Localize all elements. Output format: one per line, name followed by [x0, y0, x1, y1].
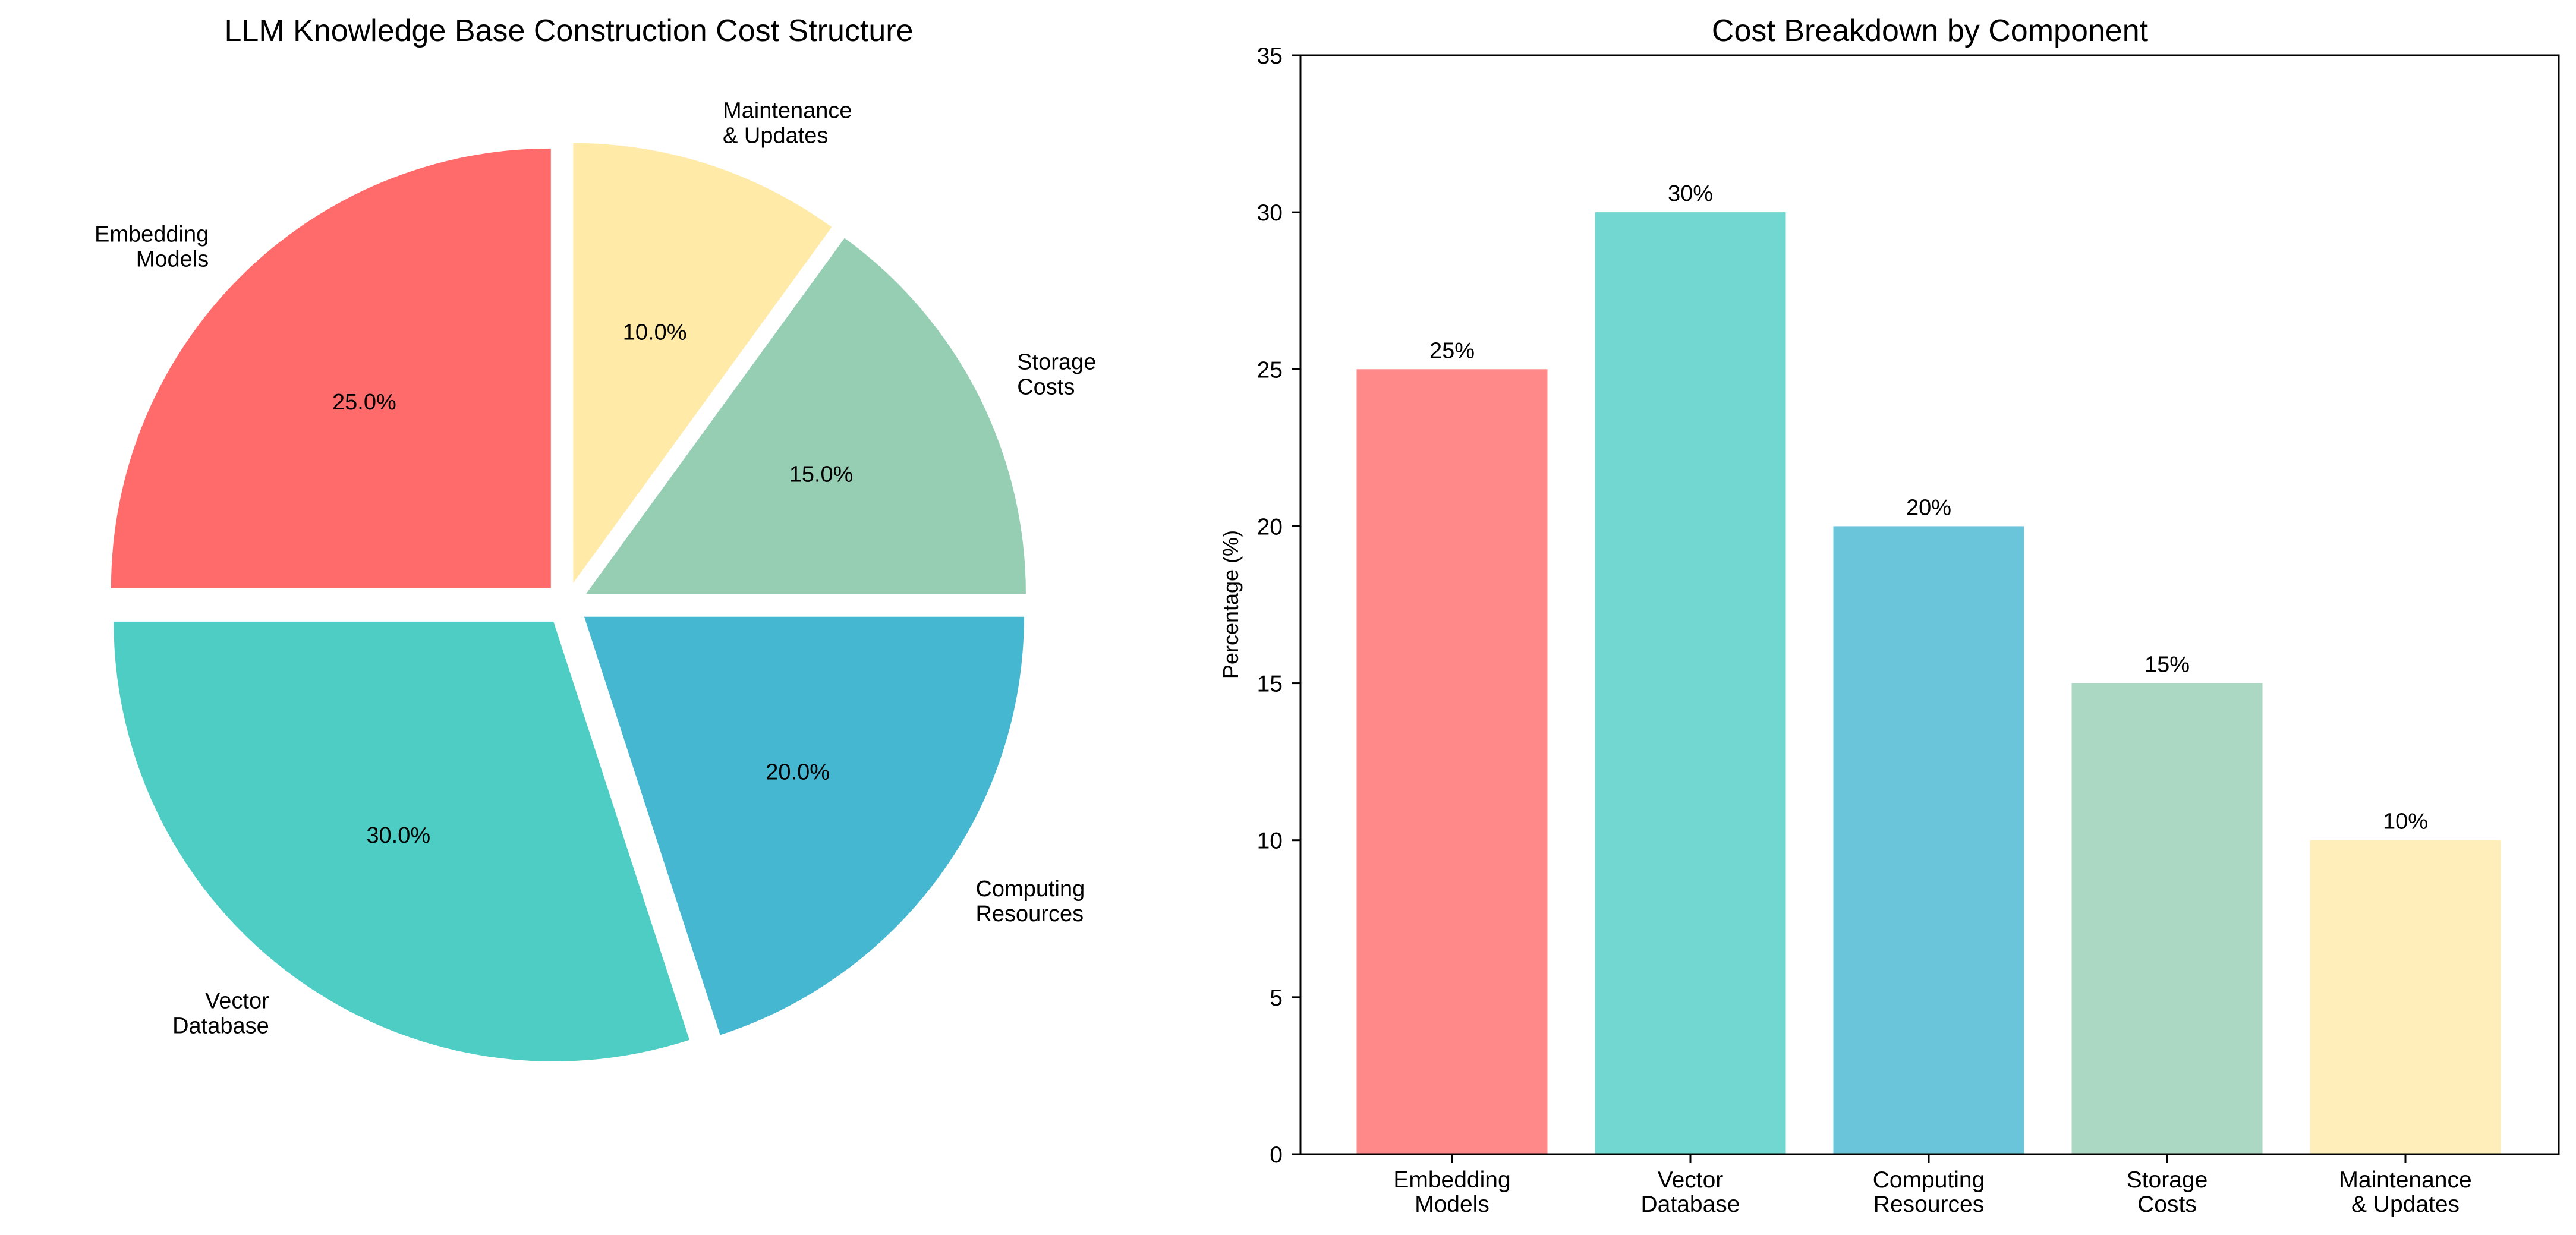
- y-tick-label: 35: [1257, 43, 1283, 69]
- bar-storage-costs: [2071, 683, 2263, 1154]
- pie-category-label: Maintenance & Updates: [723, 99, 852, 149]
- x-tick-label-line: Models: [1415, 1192, 1489, 1217]
- pie-category-label: Storage Costs: [1017, 350, 1096, 400]
- x-tick-label: Vector Database: [1641, 1167, 1740, 1217]
- pie-title: LLM Knowledge Base Construction Cost Str…: [224, 14, 913, 48]
- pie-slice-storage-costs: [585, 238, 1026, 594]
- x-tick-label-line: Embedding: [1393, 1167, 1510, 1193]
- x-tick-label: Embedding Models: [1393, 1167, 1510, 1217]
- x-tick-label: Storage Costs: [2127, 1167, 2208, 1217]
- bar-value-label: 30%: [1668, 181, 1713, 206]
- bar-value-label: 10%: [2383, 809, 2428, 834]
- x-tick-label-line: Storage: [2127, 1167, 2208, 1193]
- x-tick-label: Computing Resources: [1873, 1167, 1985, 1217]
- y-axis-label: Percentage (%): [1218, 530, 1243, 679]
- pie-category-label-line: Computing: [975, 877, 1085, 902]
- bar-title: Cost Breakdown by Component: [1712, 14, 2149, 48]
- y-tick-label: 25: [1257, 357, 1283, 383]
- pie-category-label-line: Resources: [975, 902, 1084, 927]
- pie-labels: 25.0% Embedding Models 30.0% Vector Database 2…: [95, 99, 1096, 1039]
- bar-value-label: 20%: [1906, 495, 1951, 520]
- pie-pct-label: 15.0%: [789, 462, 854, 487]
- x-tick-label-line: Resources: [1873, 1192, 1984, 1217]
- pie-category-label-line: Costs: [1017, 375, 1075, 400]
- bar-embedding-models: [1356, 369, 1548, 1155]
- y-tick-label: 5: [1270, 985, 1283, 1011]
- pie-pct-label: 20.0%: [766, 760, 830, 785]
- pie-category-label-line: Maintenance: [723, 99, 852, 124]
- bar-axes: Embedding Models Vector Database Computing Re…: [1257, 43, 2560, 1217]
- y-tick-label: 20: [1257, 514, 1283, 540]
- y-tick-label: 10: [1257, 828, 1283, 854]
- x-tick-label-line: & Updates: [2351, 1192, 2460, 1217]
- pie-slices: [111, 143, 1026, 1061]
- pie-pct-label: 30.0%: [366, 823, 430, 848]
- pie-category-label-line: & Updates: [723, 124, 828, 149]
- y-tick-label: 30: [1257, 200, 1283, 226]
- pie-category-label-line: Storage: [1017, 350, 1096, 375]
- x-tick-label-line: Computing: [1873, 1167, 1985, 1193]
- axes-frame: [1299, 54, 2560, 1155]
- x-tick-label-line: Database: [1641, 1192, 1740, 1217]
- pie-category-label-line: Vector: [205, 988, 269, 1013]
- bar-value-label: 25%: [1429, 338, 1475, 363]
- bar-value-label: 15%: [2144, 653, 2190, 678]
- pie-pct-label: 10.0%: [623, 320, 687, 345]
- pie-category-label-line: Embedding: [95, 222, 209, 247]
- x-tick-label: Maintenance & Updates: [2339, 1167, 2471, 1217]
- pie-slice-computing-resources: [584, 616, 1024, 1035]
- x-tick-label-line: Maintenance: [2339, 1167, 2471, 1193]
- y-tick-label: 15: [1257, 672, 1283, 697]
- pie-slice-maintenance-updates: [573, 143, 832, 583]
- bar-chart: Cost Breakdown by Component 25% 30% 20% 15%…: [1218, 14, 2560, 1217]
- pie-pct-label: 25.0%: [332, 390, 396, 415]
- pie-category-label: Embedding Models: [95, 222, 209, 272]
- pie-chart: LLM Knowledge Base Construction Cost Str…: [95, 14, 1096, 1061]
- bar-bars: 25% 30% 20% 15% 10%: [1356, 181, 2501, 1155]
- pie-slice-vector-database: [114, 621, 689, 1061]
- pie-slice-embedding-models: [111, 148, 551, 588]
- pie-category-label-line: Database: [172, 1013, 269, 1038]
- bar-computing-resources: [1833, 526, 2024, 1154]
- bar-vector-database: [1595, 212, 1786, 1155]
- x-tick-label-line: Costs: [2137, 1192, 2197, 1217]
- y-tick-label: 0: [1270, 1142, 1283, 1168]
- x-tick-label-line: Vector: [1658, 1167, 1724, 1193]
- bar-maintenance-updates: [2310, 840, 2501, 1154]
- pie-category-label: Vector Database: [172, 988, 269, 1038]
- pie-category-label-line: Models: [136, 247, 209, 272]
- pie-category-label: Computing Resources: [975, 877, 1085, 927]
